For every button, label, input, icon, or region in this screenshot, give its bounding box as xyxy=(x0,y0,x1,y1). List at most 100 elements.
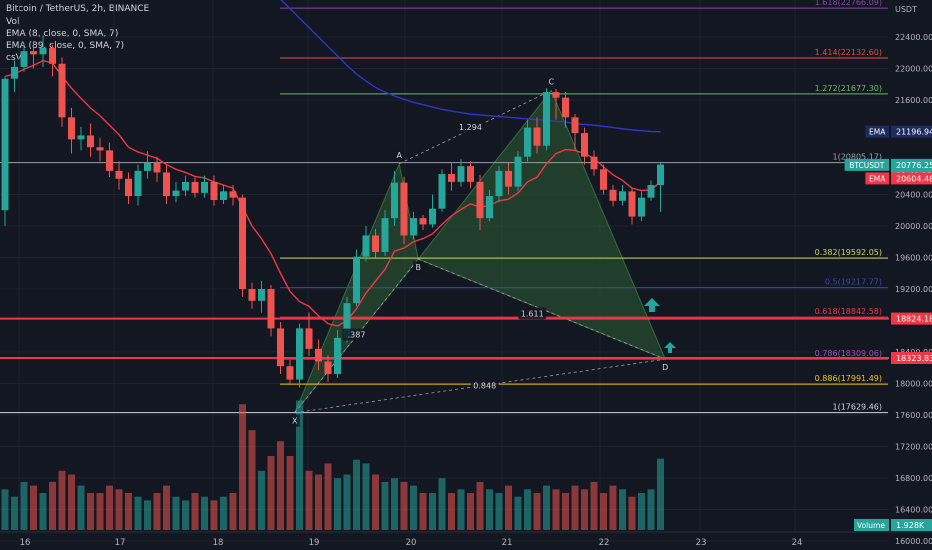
time-tick-label: 17 xyxy=(115,538,126,548)
volume-badge xyxy=(891,519,932,531)
candle-body xyxy=(106,150,113,171)
volume-bar xyxy=(467,493,474,530)
candle xyxy=(448,163,455,191)
price-tick-label: 22000.00 xyxy=(895,65,932,74)
volume-bar xyxy=(476,481,484,530)
candle xyxy=(11,60,18,93)
candle-body xyxy=(77,135,85,140)
candle xyxy=(581,127,588,165)
candle-body xyxy=(410,218,417,236)
candle xyxy=(248,282,256,309)
candle-body xyxy=(609,189,617,201)
candle xyxy=(20,43,28,72)
candle-body xyxy=(638,197,645,217)
pattern-point-bg xyxy=(289,414,300,427)
pattern-point-bg xyxy=(413,261,424,274)
volume-bar xyxy=(286,456,294,530)
price-tick-label: 19600.00 xyxy=(895,254,932,263)
candle xyxy=(220,185,227,204)
candle-body xyxy=(600,169,607,190)
price-badge xyxy=(891,351,932,364)
candle-body xyxy=(571,117,579,134)
ratio-label-bg xyxy=(456,120,485,133)
indicator-csv2[interactable]: csV2 xyxy=(6,53,28,63)
candle-body xyxy=(30,51,37,55)
candle-body xyxy=(438,174,446,209)
candle-body xyxy=(39,48,47,55)
indicator-vol[interactable]: Vol xyxy=(6,17,20,27)
volume-bar xyxy=(429,493,436,530)
candle xyxy=(68,107,75,154)
price-badge-value: 18824.18 xyxy=(896,315,932,324)
indicator-ema-89[interactable]: EMA (89, close, 0, SMA, 7) xyxy=(6,41,125,51)
candle-body xyxy=(353,256,360,304)
candle xyxy=(609,185,617,207)
price-badge-value: 20604.48 xyxy=(896,174,932,183)
candle xyxy=(324,355,332,382)
price-tick-label: 21600.00 xyxy=(895,96,932,105)
candle xyxy=(191,177,199,198)
candle xyxy=(647,180,655,201)
volume-bar xyxy=(419,493,427,530)
fib-level-label: 1.414(22132.60) xyxy=(815,48,882,57)
candle xyxy=(600,164,607,195)
price-badge xyxy=(891,172,932,185)
ratio-label: .387 xyxy=(348,331,366,340)
volume-bar xyxy=(486,489,493,530)
price-tick-label: 20000.00 xyxy=(895,222,932,231)
volume-bar xyxy=(562,493,569,530)
indicator-ema-8[interactable]: EMA (8, close, 0, SMA, 7) xyxy=(6,29,119,39)
volume-bar xyxy=(400,481,408,530)
candle-body xyxy=(315,348,322,362)
ema-slow-line xyxy=(280,0,661,133)
volume-bar xyxy=(182,500,189,530)
volume-bar xyxy=(77,485,85,530)
volume-bar xyxy=(30,485,37,530)
volume-bar xyxy=(657,458,664,530)
candle xyxy=(30,40,37,69)
candle xyxy=(381,210,389,256)
volume-bar xyxy=(220,496,227,530)
volume-bar xyxy=(638,493,645,530)
volume-badge-tag-text: Volume xyxy=(857,521,885,530)
ratio-label-bg xyxy=(342,328,371,341)
price-badge-tag xyxy=(865,125,889,138)
volume-bar xyxy=(49,481,56,530)
candle-body xyxy=(381,218,389,252)
fib-level-label: 1(20805.17) xyxy=(832,153,882,162)
candle xyxy=(77,126,85,151)
price-tick-label: 17200.00 xyxy=(895,443,932,452)
price-tick-label: 20400.00 xyxy=(895,191,932,200)
candle xyxy=(495,166,503,203)
candle xyxy=(106,142,113,178)
volume-bar xyxy=(628,496,636,530)
volume-bar xyxy=(609,485,617,530)
candle-body xyxy=(533,127,541,146)
candle-body xyxy=(239,197,246,289)
candle xyxy=(657,163,664,212)
ratio-label-bg xyxy=(518,307,547,320)
fib-level-label: 0.618(18842.58) xyxy=(815,307,882,316)
candle-body xyxy=(324,361,332,375)
volume-bar xyxy=(457,489,465,530)
fib-level-label: 0.786(18309.06) xyxy=(815,349,882,358)
indicator-list: Vol EMA (8, close, 0, SMA, 7) EMA (89, c… xyxy=(6,16,124,64)
candle xyxy=(438,169,446,212)
price-badge-value: 20776.25 xyxy=(896,161,932,170)
volume-bar xyxy=(172,496,180,530)
time-tick-label: 22 xyxy=(599,538,610,548)
candle-body xyxy=(562,97,569,118)
volume-bar xyxy=(571,485,579,530)
volume-bar xyxy=(239,404,246,530)
volume-bar xyxy=(11,496,18,530)
time-tick-label: 21 xyxy=(502,538,513,548)
candle xyxy=(552,88,560,120)
candle-body xyxy=(49,48,56,64)
candle-body xyxy=(210,181,218,201)
candle xyxy=(182,175,189,197)
time-tick-label: 16 xyxy=(20,538,31,548)
candle xyxy=(153,156,161,182)
candle-body xyxy=(68,117,75,140)
candle-body xyxy=(419,218,427,225)
